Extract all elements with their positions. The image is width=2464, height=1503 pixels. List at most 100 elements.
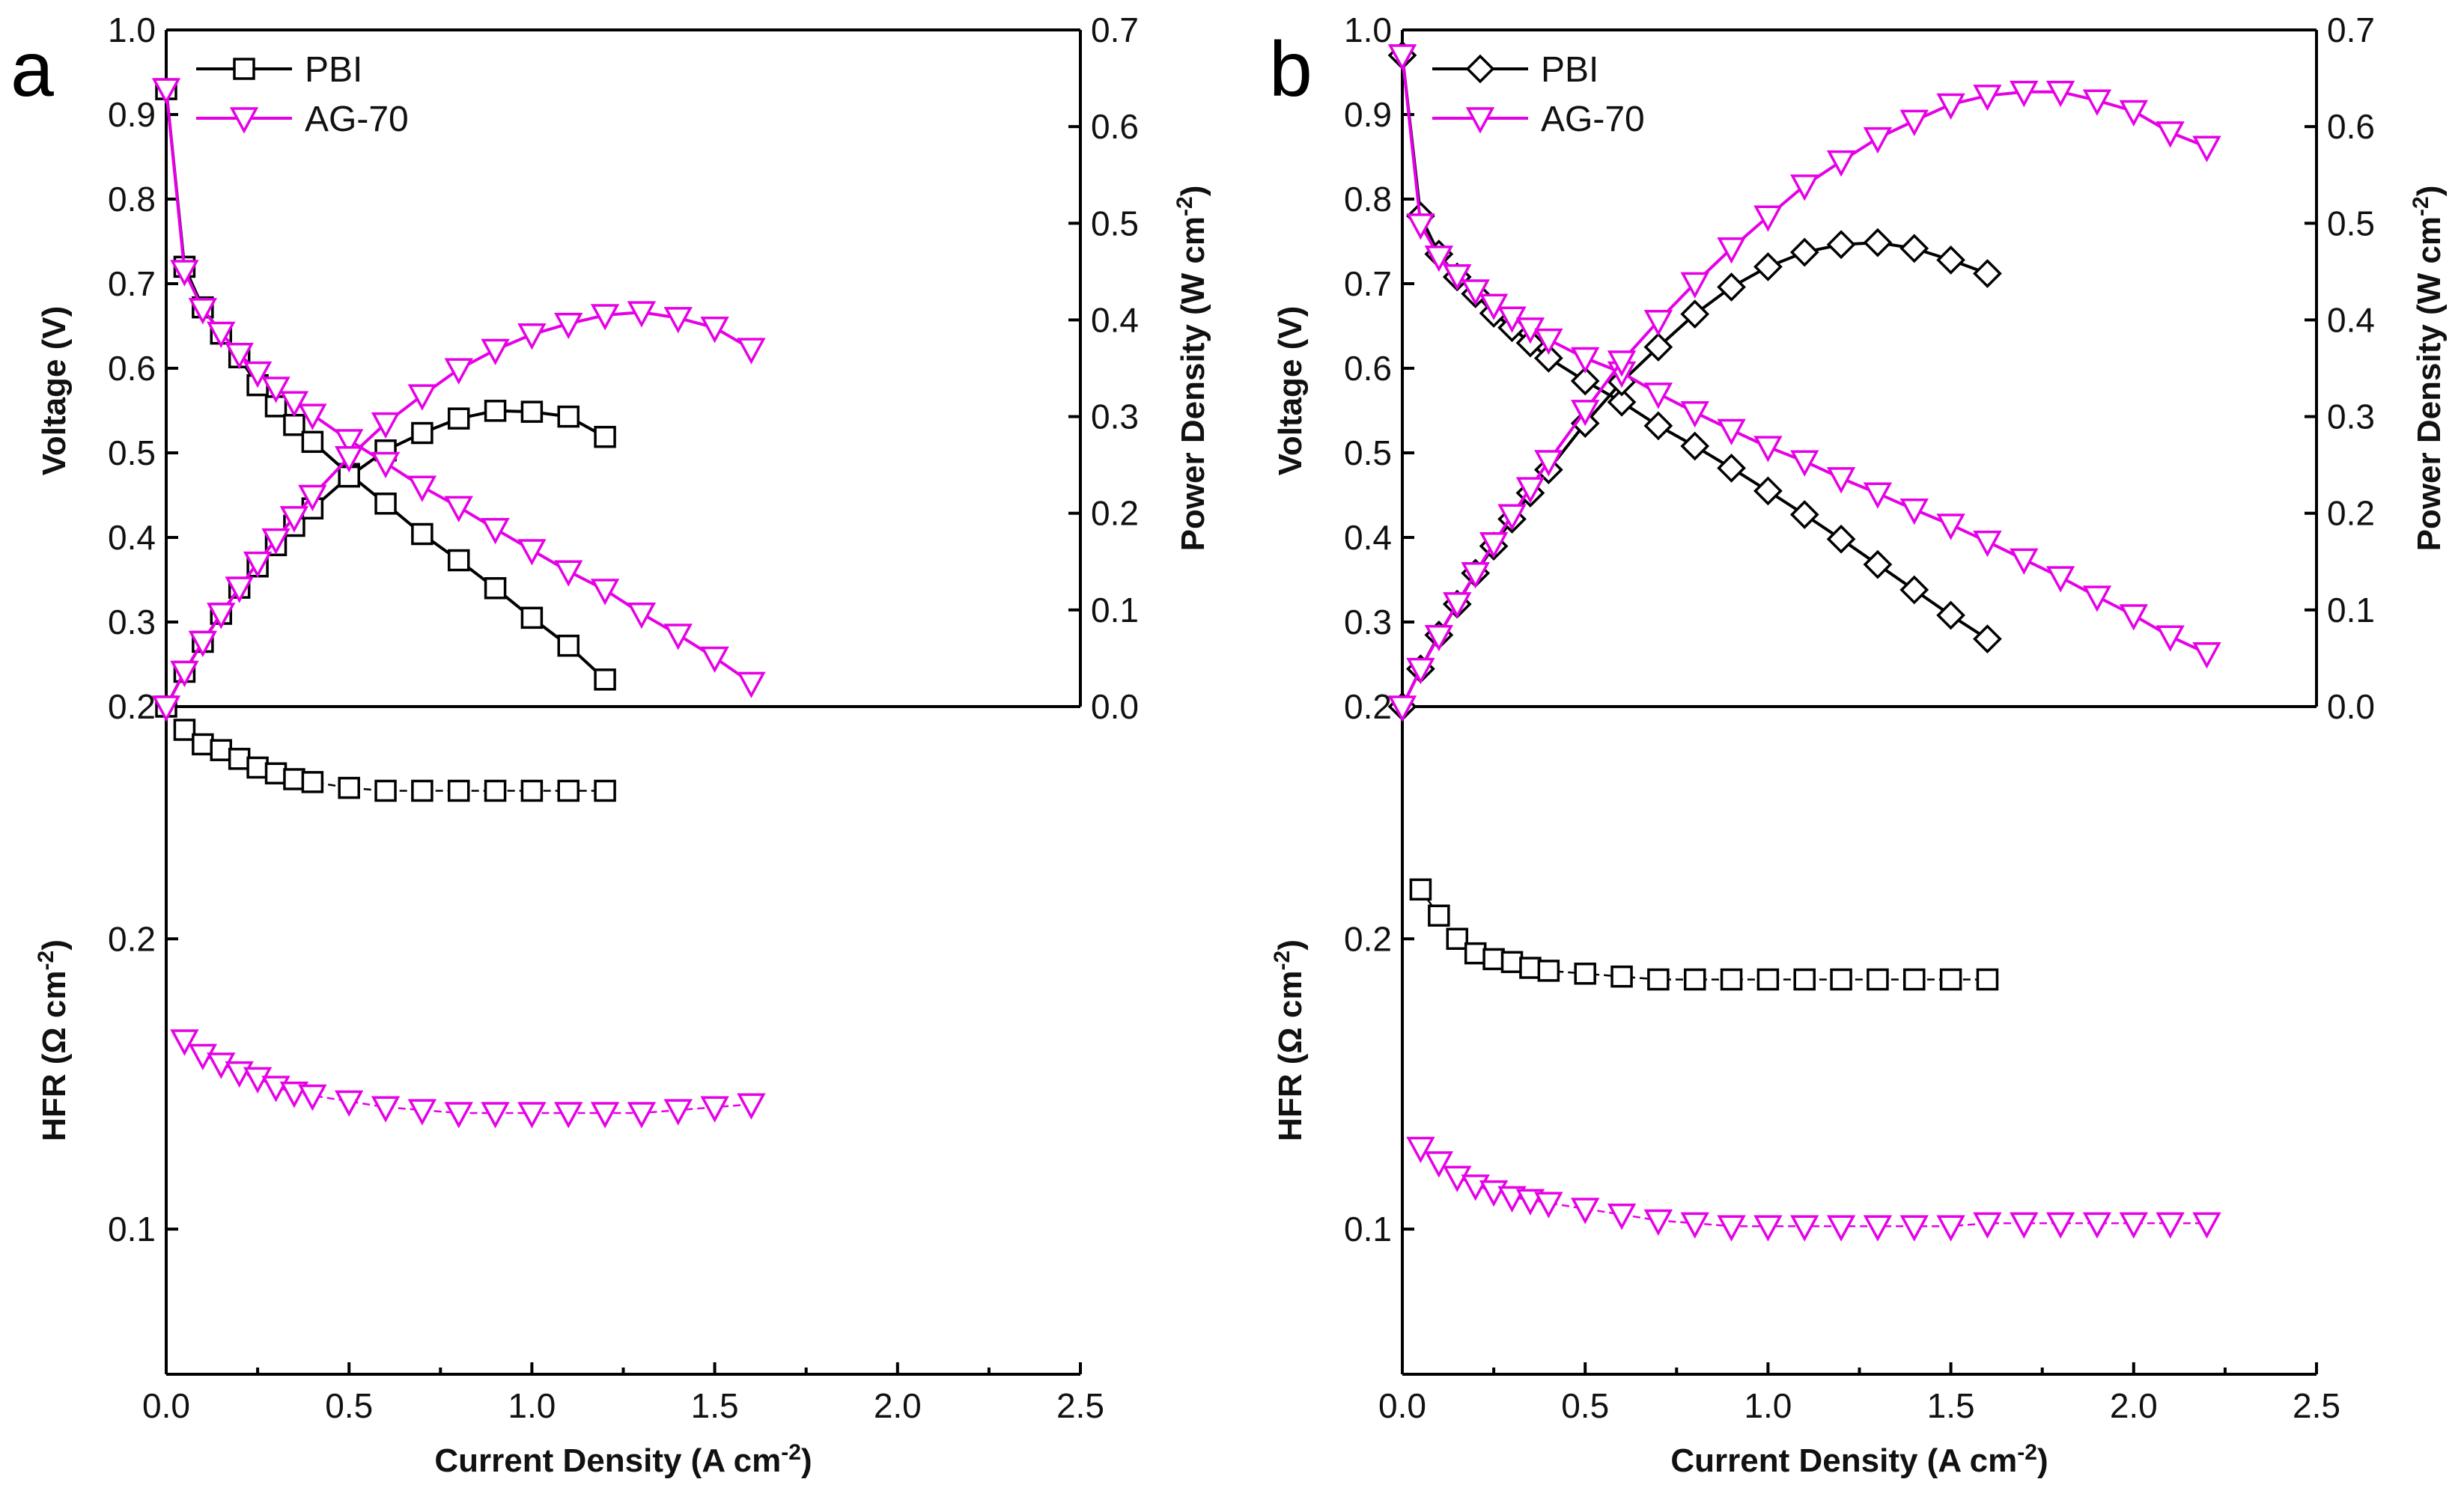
voltage-tick-label: 0.6 (1344, 349, 1392, 388)
hfr-point (594, 779, 616, 802)
power-point (1515, 477, 1545, 504)
hfr-point (1464, 942, 1487, 965)
power-point (225, 576, 254, 603)
hfr-point (407, 1099, 437, 1126)
voltage-tick-label: 0.5 (108, 433, 156, 472)
hfr-point (1534, 1192, 1563, 1219)
voltage-point (243, 361, 273, 388)
x-axis-label: Current Density (A cm-2) (1670, 1440, 2048, 1480)
power-tick-label: 0.7 (2327, 10, 2375, 49)
hfr-point (1519, 957, 1542, 979)
voltage-point (1973, 624, 2002, 653)
power-point (188, 630, 218, 658)
hfr-point (1497, 1186, 1527, 1213)
legend-marker (1465, 107, 1495, 134)
voltage-point (1534, 328, 1563, 356)
voltage-point (481, 517, 510, 545)
series-pbi-hfr (1409, 878, 1999, 991)
hfr-point (2045, 1212, 2075, 1239)
voltage-point (1753, 436, 1783, 463)
voltage-tick-label: 0.8 (1344, 180, 1392, 219)
power-point (1643, 332, 1673, 362)
x-tick-label: 2.0 (2110, 1386, 2158, 1425)
power-axis-label: Power Density (W cm-2) (1172, 186, 1212, 552)
power-point (1936, 93, 1965, 121)
voltage-tick-label: 0.9 (108, 95, 156, 134)
hfr-tick-label: 0.1 (1344, 1210, 1392, 1249)
power-point (444, 358, 473, 385)
hfr-point (2192, 1212, 2221, 1239)
legend-marker (233, 58, 255, 80)
series-ag-70-voltage (1387, 44, 2221, 669)
power-point (1863, 126, 1893, 154)
voltage-point (1936, 600, 1965, 630)
hfr-point (1482, 948, 1505, 971)
power-point (1534, 450, 1563, 477)
power-tick-label: 0.4 (1091, 300, 1139, 339)
voltage-tick-label: 0.4 (1344, 518, 1392, 557)
hfr-point (2082, 1212, 2112, 1239)
power-point (1406, 657, 1435, 685)
power-tick-label: 0.0 (1091, 687, 1139, 726)
hfr-point (1753, 1215, 1783, 1242)
voltage-point (1424, 246, 1454, 272)
voltage-point (1479, 293, 1509, 320)
voltage-point (627, 602, 657, 629)
legend-label: PBI (1541, 50, 1598, 90)
x-tick-label: 0.5 (1561, 1386, 1609, 1425)
power-tick-label: 0.3 (1091, 397, 1139, 436)
legend-marker (229, 107, 259, 134)
voltage-point (371, 451, 401, 479)
power-point (1571, 400, 1600, 427)
power-point (517, 323, 547, 350)
voltage-point (1717, 453, 1746, 483)
voltage-point (2082, 585, 2112, 612)
voltage-point (590, 579, 620, 606)
hfr-point (554, 1102, 583, 1129)
hfr-point (170, 1029, 199, 1056)
hfr-tick-label: 0.2 (1344, 919, 1392, 958)
voltage-point (261, 376, 290, 403)
power-tick-label: 0.2 (2327, 494, 2375, 533)
power-tick-label: 0.6 (2327, 107, 2375, 146)
voltage-tick-label: 0.6 (108, 349, 156, 388)
hfr-point (246, 756, 269, 779)
power-point (1479, 531, 1509, 559)
power-point (1790, 174, 1819, 201)
voltage-point (411, 522, 434, 546)
hfr-point (1790, 1215, 1819, 1242)
voltage-tick-label: 0.7 (1344, 264, 1392, 303)
voltage-tick-label: 1.0 (1344, 10, 1392, 49)
voltage-axis-label: Voltage (V) (36, 306, 73, 476)
power-point (1863, 228, 1893, 257)
voltage-point (207, 321, 236, 349)
power-point (481, 338, 510, 366)
hfr-point (1903, 968, 1926, 991)
hfr-point (590, 1102, 620, 1129)
hfr-point (279, 1082, 309, 1109)
power-tick-label: 0.2 (1091, 494, 1139, 533)
voltage-point (279, 391, 309, 418)
x-tick-label: 1.5 (1927, 1386, 1975, 1425)
x-tick-label: 2.5 (1056, 1386, 1104, 1425)
voltage-point (1571, 347, 1600, 374)
hfr-point (411, 779, 434, 802)
hfr-point (1793, 968, 1816, 991)
hfr-point (1717, 1215, 1746, 1242)
voltage-point (700, 646, 729, 674)
voltage-point (1680, 401, 1709, 428)
voltage-point (1643, 382, 1673, 409)
voltage-point (225, 343, 254, 370)
hfr-point (627, 1102, 657, 1129)
series-pbi-voltage (1387, 40, 2002, 653)
power-point (170, 660, 199, 688)
x-axis-label: Current Density (A cm-2) (434, 1440, 812, 1480)
hfr-point (228, 748, 251, 770)
series-pbi-hfr (173, 719, 616, 802)
power-point (207, 603, 236, 629)
hfr-point (1571, 1198, 1600, 1225)
voltage-point (520, 606, 544, 629)
power-point (2010, 80, 2039, 108)
hfr-tick-label: 0.2 (108, 919, 156, 958)
panel-label: b (1269, 26, 1312, 113)
